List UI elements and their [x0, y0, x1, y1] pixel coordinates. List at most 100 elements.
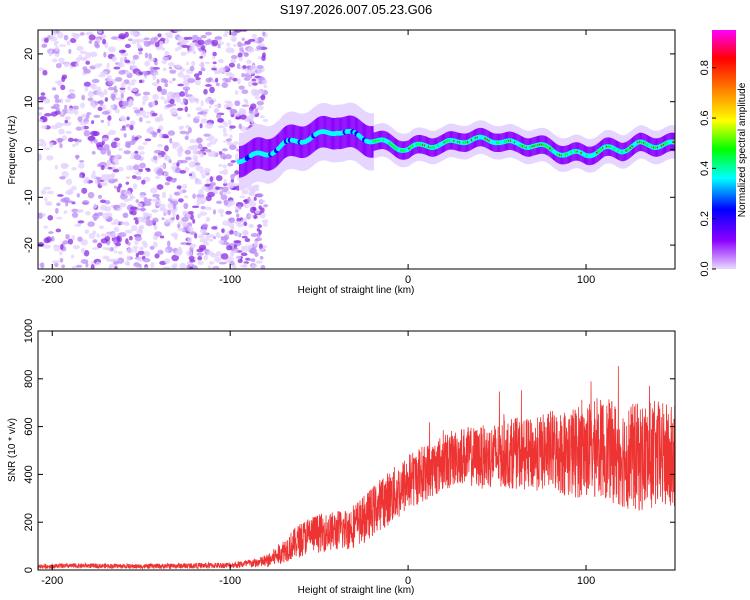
noise-speckle	[227, 119, 232, 126]
noise-speckle	[150, 261, 155, 268]
noise-speckle	[94, 41, 99, 48]
noise-speckle	[86, 112, 92, 116]
noise-speckle	[116, 235, 120, 243]
noise-speckle	[119, 56, 124, 64]
noise-speckle	[133, 109, 141, 114]
noise-speckle	[177, 71, 184, 78]
noise-speckle	[224, 65, 229, 70]
noise-speckle	[238, 204, 242, 209]
noise-speckle	[200, 45, 206, 51]
y-tick-label: 600	[23, 417, 35, 435]
noise-speckle	[110, 141, 118, 149]
noise-speckle	[212, 209, 217, 215]
noise-speckle	[124, 69, 130, 76]
noise-speckle	[132, 183, 138, 190]
noise-speckle	[76, 139, 82, 143]
noise-speckle	[151, 198, 159, 202]
noise-speckle	[85, 262, 89, 268]
noise-speckle	[61, 264, 66, 269]
noise-speckle	[197, 256, 203, 261]
noise-speckle	[117, 257, 125, 264]
noise-speckle	[157, 249, 164, 255]
noise-speckle	[59, 176, 66, 180]
noise-speckle	[108, 265, 112, 269]
noise-speckle	[125, 176, 131, 180]
noise-speckle	[55, 63, 62, 69]
noise-speckle	[113, 66, 121, 70]
noise-speckle	[219, 261, 227, 265]
noise-speckle	[89, 51, 98, 58]
noise-speckle	[38, 106, 44, 110]
noise-speckle	[59, 251, 63, 256]
noise-speckle	[197, 39, 205, 46]
noise-speckle	[95, 261, 101, 266]
noise-speckle	[217, 117, 224, 123]
noise-speckle	[199, 211, 208, 216]
noise-speckle	[194, 144, 199, 150]
noise-speckle	[44, 37, 49, 43]
noise-speckle	[77, 220, 85, 224]
noise-speckle	[192, 154, 198, 161]
noise-speckle	[129, 120, 136, 126]
noise-speckle	[228, 76, 233, 81]
noise-speckle	[92, 170, 96, 176]
noise-speckle	[198, 70, 203, 76]
noise-speckle	[258, 76, 263, 81]
noise-speckle	[60, 243, 64, 251]
noise-speckle	[124, 260, 130, 266]
noise-speckle	[114, 97, 122, 101]
noise-speckle	[49, 35, 54, 39]
noise-speckle	[138, 224, 145, 230]
noise-speckle	[256, 227, 261, 232]
noise-speckle	[199, 123, 203, 129]
noise-speckle	[78, 159, 85, 163]
noise-speckle	[118, 232, 127, 238]
noise-speckle	[152, 74, 157, 81]
noise-speckle	[129, 206, 138, 211]
noise-speckle	[187, 36, 193, 40]
noise-speckle	[242, 65, 247, 69]
noise-speckle	[84, 121, 89, 125]
noise-speckle	[92, 230, 97, 235]
noise-speckle	[256, 89, 265, 94]
colorbar-tick-label: 0.0	[699, 261, 711, 276]
noise-speckle	[149, 187, 158, 194]
noise-speckle	[116, 142, 121, 148]
noise-speckle	[74, 33, 82, 37]
noise-speckle	[106, 159, 111, 166]
noise-speckle	[235, 201, 244, 208]
noise-speckle	[53, 103, 60, 109]
noise-speckle	[185, 213, 191, 219]
noise-speckle	[117, 250, 123, 255]
noise-speckle	[51, 87, 57, 91]
noise-speckle	[128, 98, 134, 105]
snr-plot	[38, 366, 675, 570]
noise-speckle	[58, 57, 65, 63]
noise-speckle	[124, 143, 130, 148]
noise-speckle	[211, 39, 219, 46]
noise-speckle	[167, 202, 173, 210]
noise-speckle	[233, 240, 242, 244]
noise-speckle	[197, 260, 204, 266]
noise-speckle	[170, 178, 177, 183]
noise-speckle	[208, 260, 215, 265]
noise-speckle	[160, 96, 165, 100]
snr-xlabel: Height of straight line (km)	[298, 585, 415, 596]
colorbar: 0.0 0.2 0.4 0.6 0.8 Normalized spectral ampl…	[699, 30, 748, 277]
noise-speckle	[203, 167, 211, 174]
noise-speckle	[240, 252, 248, 257]
noise-speckle	[79, 50, 88, 55]
noise-speckle	[250, 199, 255, 202]
noise-speckle	[107, 166, 113, 170]
noise-speckle	[230, 222, 235, 229]
colorbar-tick-label: 0.6	[699, 110, 711, 125]
noise-speckle	[234, 209, 239, 213]
noise-speckle	[141, 179, 146, 185]
noise-speckle	[243, 73, 250, 78]
noise-speckle	[146, 111, 150, 115]
noise-speckle	[209, 86, 215, 94]
noise-speckle	[161, 217, 165, 221]
noise-speckle	[115, 242, 121, 247]
noise-speckle	[136, 40, 140, 47]
